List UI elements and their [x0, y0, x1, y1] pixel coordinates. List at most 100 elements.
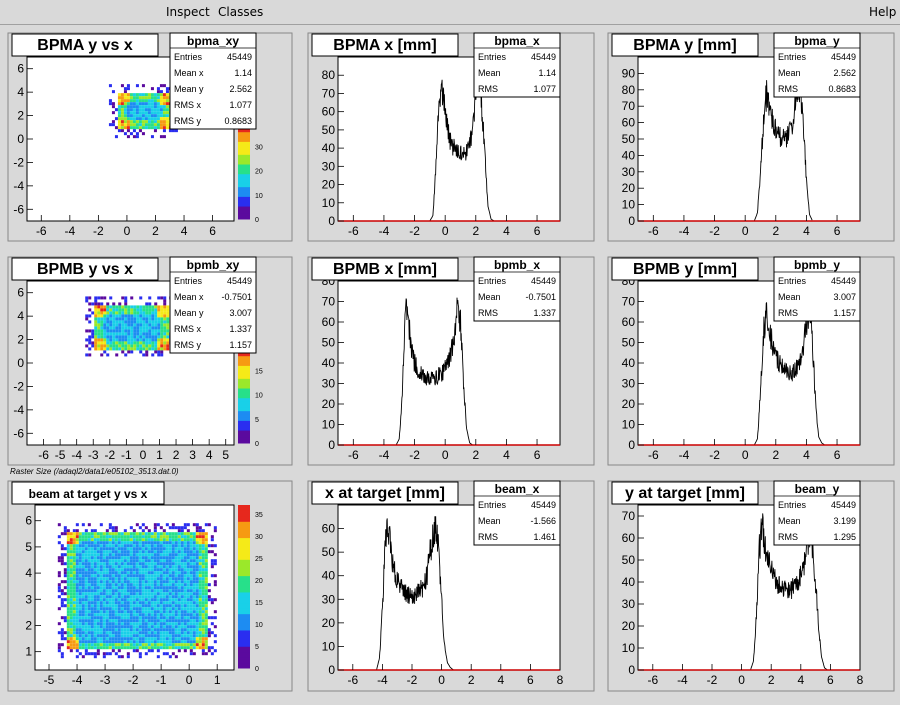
root-canvas[interactable]: 0 10 20 30 -6 -4 -2 0 2 4 6 -6 -4 -2 0 2 4 6 BPMA y vs x bp…	[0, 25, 900, 700]
heatmap-cell	[147, 634, 151, 638]
heatmap-cell	[121, 335, 125, 339]
heatmap-cell	[159, 553, 163, 557]
heatmap-cell	[99, 595, 103, 599]
heatmap-cell	[66, 598, 70, 602]
heatmap-cell	[108, 619, 112, 623]
heatmap-cell	[85, 296, 89, 300]
heatmap-cell	[189, 601, 193, 605]
heatmap-cell	[81, 646, 85, 650]
heatmap-cell	[108, 601, 112, 605]
heatmap-cell	[75, 595, 79, 599]
heatmap-cell	[81, 559, 85, 563]
heatmap-cell	[213, 649, 217, 653]
heatmap-cell	[153, 544, 157, 548]
heatmap-cell	[153, 619, 157, 623]
palette-swatch	[238, 510, 250, 517]
heatmap-cell	[108, 559, 112, 563]
heatmap-cell	[109, 338, 113, 342]
heatmap-cell	[102, 541, 106, 545]
heatmap-cell	[150, 622, 154, 626]
menu-inspect[interactable]: Inspect	[166, 5, 210, 19]
heatmap-cell	[144, 577, 148, 581]
heatmap-cell	[129, 96, 133, 100]
heatmap-cell	[111, 610, 115, 614]
heatmap-cell	[96, 625, 100, 629]
heatmap-cell	[114, 640, 118, 644]
heatmap-cell	[174, 556, 178, 560]
heatmap-cell	[159, 613, 163, 617]
heatmap-cell	[130, 311, 134, 315]
heatmap-cell	[204, 544, 208, 548]
heatmap-cell	[213, 553, 217, 557]
heatmap-cell	[75, 625, 79, 629]
heatmap-cell	[201, 607, 205, 611]
heatmap-cell	[121, 308, 125, 312]
heatmap-cell	[60, 556, 64, 560]
heatmap-cell	[163, 302, 167, 306]
heatmap-cell	[138, 565, 142, 569]
heatmap-cell	[156, 93, 160, 97]
heatmap-cell	[162, 120, 166, 124]
heatmap-cell	[147, 538, 151, 542]
heatmap-cell	[165, 589, 169, 593]
y-tick-label: 30	[322, 377, 336, 391]
heatmap-cell	[144, 538, 148, 542]
heatmap-cell	[130, 305, 134, 309]
heatmap-cell	[118, 317, 122, 321]
heatmap-cell	[120, 622, 124, 626]
heatmap-cell	[69, 586, 73, 590]
heatmap-cell	[145, 353, 149, 357]
stats-label: Mean x	[174, 68, 204, 78]
heatmap-cell	[63, 631, 67, 635]
heatmap-cell	[198, 556, 202, 560]
heatmap-cell	[66, 547, 70, 551]
heatmap-cell	[213, 580, 217, 584]
heatmap-cell	[159, 637, 163, 641]
stats-value: 2.562	[833, 68, 856, 78]
heatmap-cell	[120, 640, 124, 644]
heatmap-cell	[150, 126, 154, 130]
x-tick-label: 4	[503, 224, 510, 238]
heatmap-cell	[162, 640, 166, 644]
heatmap-cell	[177, 529, 181, 533]
heatmap-cell	[102, 598, 106, 602]
heatmap-cell	[129, 114, 133, 118]
heatmap-cell	[117, 105, 121, 109]
heatmap-cell	[195, 607, 199, 611]
heatmap-cell	[153, 123, 157, 127]
y-tick-label: 60	[322, 522, 336, 536]
heatmap-cell	[99, 532, 103, 536]
heatmap-cell	[115, 329, 119, 333]
heatmap-cell	[97, 326, 101, 330]
heatmap-cell	[120, 544, 124, 548]
heatmap-cell	[174, 607, 178, 611]
heatmap-cell	[87, 625, 91, 629]
y-tick-label: 60	[322, 315, 336, 329]
heatmap-cell	[154, 314, 158, 318]
heatmap-cell	[138, 108, 142, 112]
heatmap-cell	[153, 610, 157, 614]
heatmap-cell	[201, 604, 205, 608]
heatmap-cell	[139, 350, 143, 354]
heatmap-cell	[192, 523, 196, 527]
heatmap-cell	[192, 601, 196, 605]
menu-help[interactable]: Help	[869, 5, 897, 19]
heatmap-cell	[69, 646, 73, 650]
heatmap-cell	[147, 613, 151, 617]
heatmap-cell	[99, 547, 103, 551]
heatmap-cell	[69, 547, 73, 551]
menu-classes[interactable]: Classes	[218, 5, 264, 19]
heatmap-cell	[156, 114, 160, 118]
heatmap-cell	[96, 634, 100, 638]
heatmap-cell	[108, 616, 112, 620]
heatmap-cell	[99, 574, 103, 578]
heatmap-cell	[150, 646, 154, 650]
heatmap-cell	[198, 553, 202, 557]
heatmap-cell	[145, 344, 149, 348]
heatmap-cell	[84, 607, 88, 611]
heatmap-cell	[189, 622, 193, 626]
heatmap-cell	[145, 332, 149, 336]
chart-title: beam at target y vs x	[29, 487, 148, 501]
heatmap-cell	[204, 613, 208, 617]
